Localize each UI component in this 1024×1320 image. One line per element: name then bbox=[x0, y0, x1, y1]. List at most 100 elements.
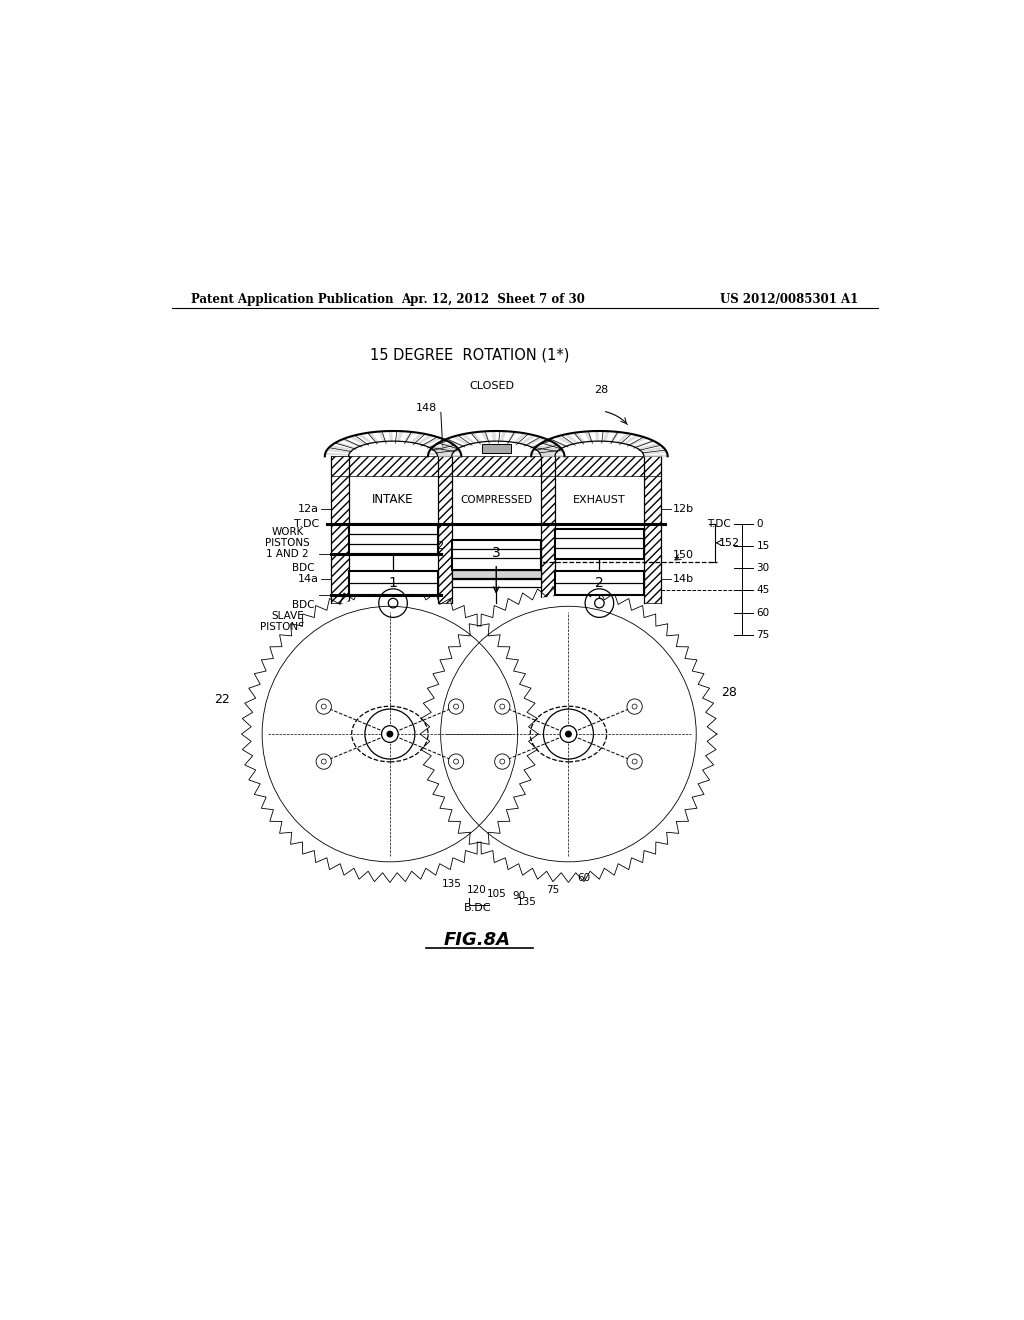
Polygon shape bbox=[610, 432, 620, 442]
Text: 15: 15 bbox=[757, 541, 770, 550]
Text: 12b: 12b bbox=[673, 504, 694, 515]
Circle shape bbox=[251, 595, 528, 873]
Bar bbox=[348, 477, 437, 603]
Polygon shape bbox=[432, 444, 454, 449]
Polygon shape bbox=[604, 432, 609, 441]
Bar bbox=[541, 457, 555, 603]
Circle shape bbox=[382, 726, 398, 742]
Circle shape bbox=[627, 754, 642, 770]
Polygon shape bbox=[493, 432, 496, 441]
Text: EXHAUST: EXHAUST bbox=[573, 495, 626, 506]
Text: 75: 75 bbox=[757, 630, 770, 640]
Text: BDC: BDC bbox=[292, 599, 314, 610]
Bar bbox=[644, 457, 662, 603]
Polygon shape bbox=[564, 434, 579, 444]
Text: PISTONS 3: PISTONS 3 bbox=[260, 622, 314, 632]
Text: 30: 30 bbox=[757, 564, 770, 573]
Circle shape bbox=[627, 698, 642, 714]
Polygon shape bbox=[643, 451, 667, 454]
Circle shape bbox=[322, 704, 327, 709]
Polygon shape bbox=[438, 442, 460, 449]
Polygon shape bbox=[434, 447, 458, 451]
Polygon shape bbox=[574, 433, 585, 442]
Polygon shape bbox=[430, 449, 454, 453]
Text: 135: 135 bbox=[516, 896, 537, 907]
Polygon shape bbox=[471, 433, 481, 442]
Polygon shape bbox=[327, 449, 350, 453]
Text: 135: 135 bbox=[441, 879, 462, 890]
Polygon shape bbox=[418, 436, 432, 444]
Text: 105: 105 bbox=[487, 890, 507, 899]
Bar bbox=[555, 572, 644, 595]
Text: COMPRESSED: COMPRESSED bbox=[460, 495, 532, 506]
Text: 15 DEGREE  ROTATION (1*): 15 DEGREE ROTATION (1*) bbox=[370, 347, 569, 362]
Text: 75: 75 bbox=[546, 886, 559, 895]
Polygon shape bbox=[526, 437, 544, 445]
Text: 28: 28 bbox=[721, 686, 736, 698]
Polygon shape bbox=[540, 451, 563, 454]
Text: 150: 150 bbox=[673, 550, 694, 561]
Polygon shape bbox=[358, 434, 372, 444]
Text: T.DC: T.DC bbox=[707, 519, 730, 529]
Text: WORK: WORK bbox=[271, 527, 304, 537]
Text: 28: 28 bbox=[594, 385, 608, 396]
Bar bbox=[452, 579, 541, 587]
Polygon shape bbox=[514, 433, 526, 442]
Polygon shape bbox=[617, 433, 630, 442]
Text: 148: 148 bbox=[416, 403, 437, 413]
Text: INTAKE: INTAKE bbox=[373, 494, 414, 507]
Circle shape bbox=[495, 698, 510, 714]
Circle shape bbox=[449, 754, 464, 770]
Bar bbox=[331, 457, 348, 603]
Polygon shape bbox=[481, 432, 488, 441]
Circle shape bbox=[454, 759, 459, 764]
Polygon shape bbox=[335, 442, 356, 449]
Text: SLAVE: SLAVE bbox=[271, 611, 304, 620]
Bar bbox=[452, 477, 541, 603]
Text: B.DC: B.DC bbox=[464, 903, 490, 913]
Text: 120: 120 bbox=[467, 886, 487, 895]
Text: 45: 45 bbox=[757, 585, 770, 595]
Bar bbox=[348, 572, 437, 595]
Polygon shape bbox=[585, 432, 592, 441]
Polygon shape bbox=[436, 451, 461, 454]
Polygon shape bbox=[368, 433, 378, 442]
Text: 132: 132 bbox=[424, 541, 445, 552]
Polygon shape bbox=[530, 441, 551, 447]
Circle shape bbox=[430, 595, 708, 873]
Bar bbox=[555, 528, 644, 558]
Circle shape bbox=[495, 754, 510, 770]
Polygon shape bbox=[537, 446, 559, 450]
Text: PISTONS: PISTONS bbox=[265, 537, 310, 548]
Polygon shape bbox=[624, 436, 639, 444]
Text: Apr. 12, 2012  Sheet 7 of 30: Apr. 12, 2012 Sheet 7 of 30 bbox=[401, 293, 585, 306]
Text: Patent Application Publication: Patent Application Publication bbox=[191, 293, 394, 306]
Circle shape bbox=[500, 759, 505, 764]
Circle shape bbox=[560, 726, 577, 742]
Text: 60: 60 bbox=[577, 874, 590, 883]
Polygon shape bbox=[389, 432, 392, 441]
Polygon shape bbox=[428, 453, 453, 455]
Circle shape bbox=[449, 698, 464, 714]
Polygon shape bbox=[638, 444, 660, 449]
Text: T.DC: T.DC bbox=[294, 519, 319, 529]
Polygon shape bbox=[556, 436, 572, 445]
Bar bbox=[555, 477, 644, 603]
Circle shape bbox=[454, 704, 459, 709]
Text: 90: 90 bbox=[512, 891, 525, 902]
Polygon shape bbox=[428, 441, 447, 447]
Polygon shape bbox=[535, 444, 557, 449]
Text: 2: 2 bbox=[595, 577, 604, 590]
Text: US 2012/0085301 A1: US 2012/0085301 A1 bbox=[720, 293, 858, 306]
Polygon shape bbox=[342, 440, 360, 446]
Bar bbox=[331, 457, 662, 477]
Polygon shape bbox=[508, 432, 516, 442]
Polygon shape bbox=[349, 436, 366, 445]
Polygon shape bbox=[629, 437, 647, 445]
Bar bbox=[452, 540, 541, 570]
Circle shape bbox=[316, 754, 332, 770]
Polygon shape bbox=[538, 447, 561, 451]
Polygon shape bbox=[531, 453, 555, 455]
Polygon shape bbox=[534, 449, 557, 453]
Polygon shape bbox=[411, 433, 423, 442]
